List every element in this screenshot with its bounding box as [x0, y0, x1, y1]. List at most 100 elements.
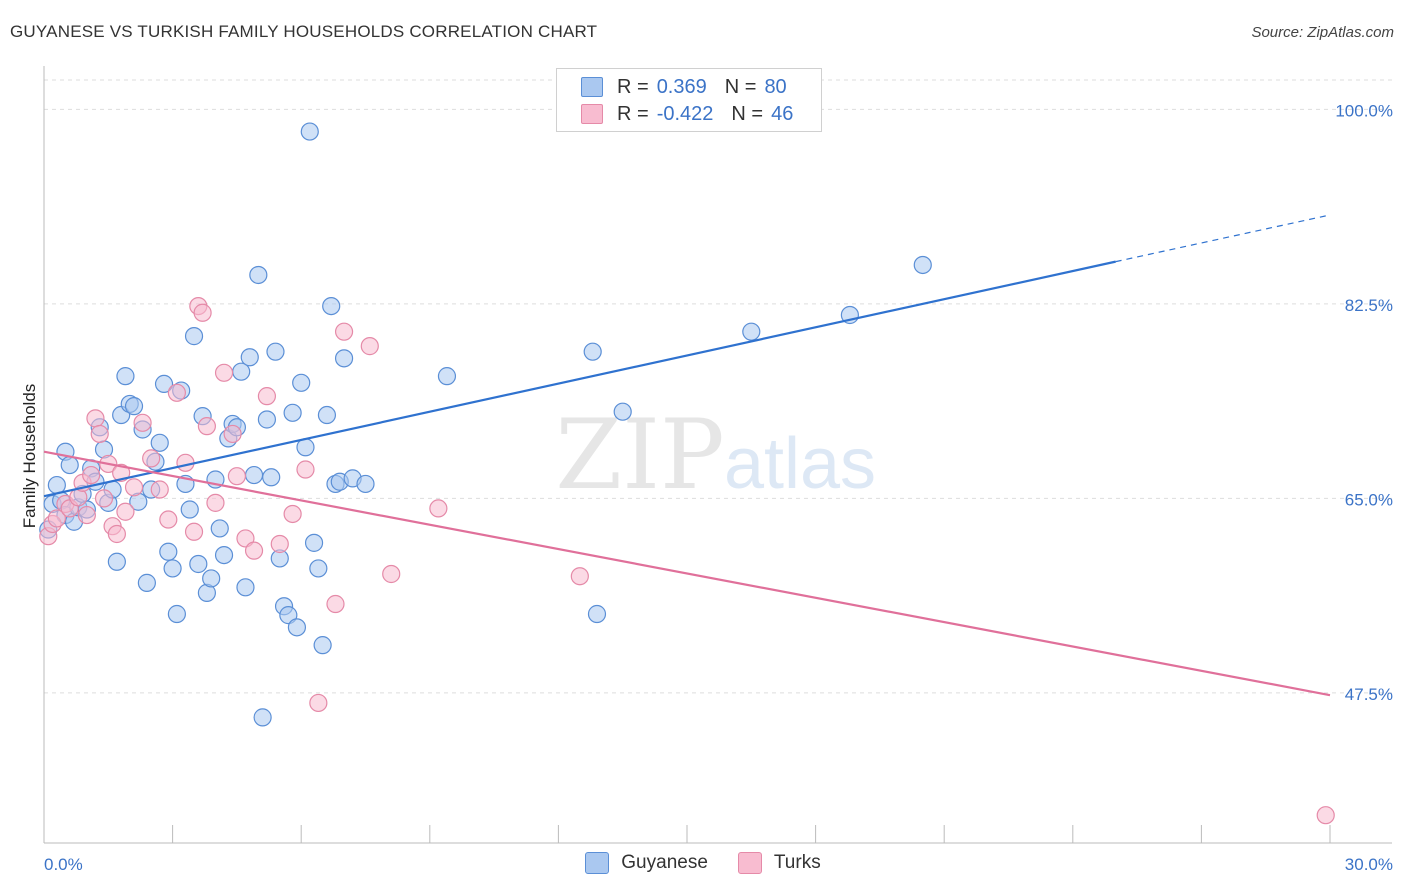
point-guyanese: [163, 559, 182, 578]
legend-swatch-guyanese: [585, 852, 610, 874]
point-guyanese: [107, 552, 126, 571]
point-turks: [296, 460, 315, 479]
y-tick-label: 47.5%: [1345, 685, 1393, 704]
point-guyanese: [240, 348, 259, 367]
point-turks: [283, 504, 302, 524]
point-turks: [360, 337, 379, 356]
point-turks: [244, 541, 264, 560]
watermark-atlas: atlas: [724, 424, 876, 504]
point-turks: [82, 465, 101, 485]
legend-r-label: R =: [617, 102, 649, 125]
legend-row-turks: R = -0.422 N = 46: [581, 102, 793, 126]
point-guyanese: [356, 474, 375, 494]
legend-item-guyanese[interactable]: Guyanese: [585, 852, 708, 874]
point-turks: [309, 693, 328, 713]
legend-row-guyanese: R = 0.369 N = 80: [581, 75, 787, 99]
trend-line-turks: [43, 450, 1331, 697]
source-label: Source: ZipAtlas.com: [1251, 24, 1394, 41]
point-guyanese: [317, 405, 337, 425]
point-turks: [206, 493, 225, 512]
point-turks: [150, 480, 169, 499]
legend-n-label: N =: [731, 102, 764, 125]
point-turks: [326, 594, 345, 614]
point-guyanese: [202, 569, 221, 588]
point-turks: [94, 489, 114, 508]
point-guyanese: [313, 636, 332, 655]
x-tick-label-max: 30.0%: [1345, 855, 1393, 874]
point-turks: [159, 510, 178, 529]
point-guyanese: [154, 374, 174, 394]
point-guyanese: [60, 455, 79, 475]
legend-r-label: R =: [617, 75, 649, 98]
point-guyanese: [283, 403, 302, 422]
point-guyanese: [266, 342, 285, 361]
legend-r-value: 0.369: [656, 75, 707, 98]
point-turks: [133, 413, 152, 432]
point-turks: [142, 449, 161, 468]
watermark-zip: ZIP: [555, 399, 724, 511]
point-guyanese: [249, 265, 268, 285]
chart-title: GUYANESE VS TURKISH FAMILY HOUSEHOLDS CO…: [10, 22, 598, 41]
x-tick-label-min: 0.0%: [44, 855, 83, 874]
y-tick-label: 65.0%: [1345, 490, 1393, 509]
point-guyanese: [292, 373, 311, 392]
point-turks: [116, 502, 135, 521]
point-guyanese: [304, 533, 324, 552]
axes: [43, 66, 1392, 844]
legend-swatch-turks: [737, 852, 762, 874]
point-guyanese: [214, 545, 234, 565]
point-turks: [257, 387, 277, 406]
point-guyanese: [262, 468, 281, 487]
point-guyanese: [244, 465, 264, 485]
point-turks: [270, 534, 289, 554]
point-turks: [429, 499, 448, 518]
point-turks: [167, 383, 186, 402]
point-guyanese: [257, 410, 277, 429]
point-guyanese: [287, 618, 307, 637]
point-guyanese: [587, 604, 607, 624]
correlation-legend: R = 0.369 N = 80 R = -0.422 N = 46: [556, 68, 822, 132]
point-turks: [223, 424, 242, 444]
point-guyanese: [124, 397, 144, 416]
tick-labels: 47.5% 65.0% 82.5% 100.0% 0.0% 30.0%: [44, 101, 1393, 874]
watermark: ZIP atlas: [555, 399, 876, 511]
point-turks: [193, 303, 212, 322]
point-guyanese: [137, 573, 156, 592]
point-guyanese: [253, 708, 272, 727]
point-turks: [112, 463, 131, 482]
legend-swatch-turks: [581, 104, 603, 124]
point-guyanese: [334, 349, 354, 368]
legend-label-guyanese: Guyanese: [621, 852, 708, 873]
point-guyanese: [583, 342, 602, 361]
legend-label-turks: Turks: [773, 852, 821, 873]
point-turks: [214, 363, 234, 382]
point-turks: [382, 564, 401, 584]
point-guyanese: [742, 322, 761, 341]
point-turks: [124, 478, 144, 497]
point-guyanese: [913, 255, 932, 275]
point-guyanese: [210, 519, 229, 538]
legend-n-value: 80: [764, 75, 787, 98]
point-guyanese: [189, 554, 208, 574]
series-legend: Guyanese Turks: [0, 852, 1406, 874]
point-guyanese: [159, 542, 178, 561]
point-turks: [77, 505, 96, 525]
legend-n-value: 46: [771, 102, 794, 125]
point-guyanese: [236, 578, 255, 597]
trend-line-guyanese-extension: [1115, 214, 1331, 263]
y-tick-label: 82.5%: [1345, 296, 1393, 315]
trend-lines: [43, 214, 1331, 697]
trend-line-guyanese: [43, 260, 1116, 498]
point-turks: [107, 524, 126, 544]
point-guyanese: [300, 122, 319, 141]
point-turks: [334, 322, 354, 341]
point-turks: [86, 409, 105, 428]
point-guyanese: [437, 367, 457, 386]
grid-lines: [44, 79, 1392, 694]
legend-item-turks[interactable]: Turks: [737, 852, 821, 874]
point-guyanese: [184, 327, 204, 346]
point-turks: [90, 424, 109, 444]
point-guyanese: [150, 433, 169, 452]
point-guyanese: [309, 559, 328, 578]
